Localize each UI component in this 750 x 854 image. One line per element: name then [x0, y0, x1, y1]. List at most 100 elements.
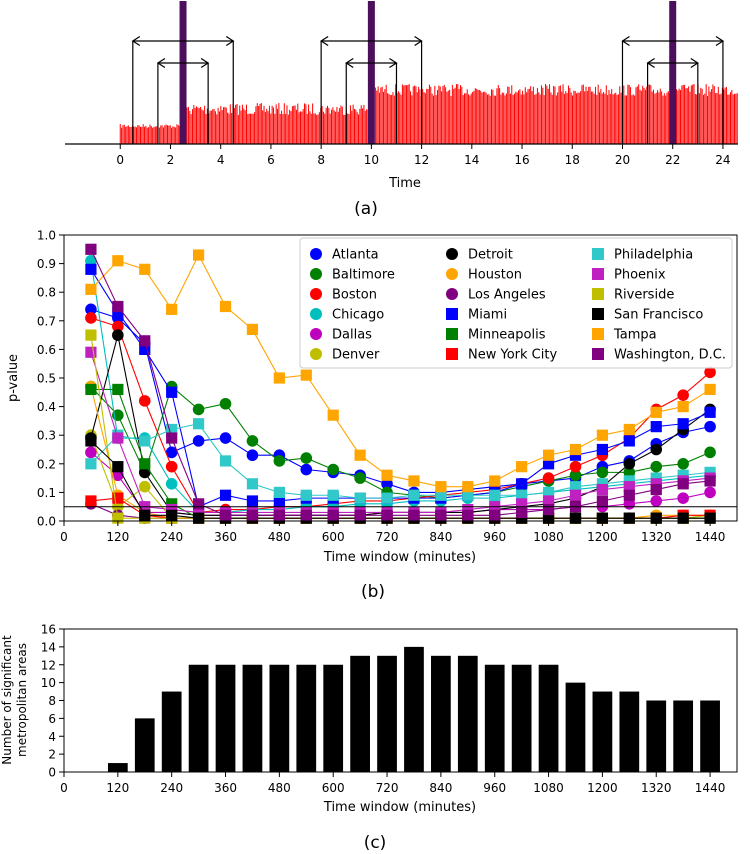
data-point: [246, 449, 259, 462]
data-point: [542, 503, 555, 516]
bar-900: [457, 655, 478, 772]
window-outer-2: [621, 35, 725, 144]
legend-label: Los Angeles: [468, 288, 546, 303]
data-point: [542, 495, 555, 507]
bar-ytick-label-10: 10: [41, 676, 56, 690]
series-line: [90, 388, 711, 519]
data-point: [112, 320, 124, 333]
bar-ytick-label-8: 8: [48, 694, 56, 708]
data-point: [112, 461, 124, 473]
data-point: [489, 509, 501, 521]
data-point: [273, 486, 285, 498]
data-point: [246, 435, 259, 447]
legend-label: Tampa: [613, 328, 657, 343]
data-point: [677, 478, 689, 490]
pvalue-xtick-label-960: 960: [483, 530, 506, 544]
data-point: [650, 421, 662, 433]
data-point: [166, 303, 178, 315]
pvalue-xtick-label-0: 0: [60, 530, 68, 544]
bar-xlabel: Time window (minutes): [323, 800, 476, 815]
pvalue-ytick-label-6: 0.6: [37, 343, 56, 357]
timeline-tick-label-12: 12: [414, 153, 429, 167]
data-point: [273, 495, 285, 507]
data-point: [650, 406, 662, 418]
legend-label: Dallas: [332, 328, 372, 343]
data-point: [704, 383, 716, 396]
time-windows: [131, 35, 725, 144]
data-point: [623, 423, 635, 436]
bar-480: [269, 664, 290, 772]
data-point: [623, 475, 635, 487]
pvalue-ytick-label-7: 0.7: [37, 314, 56, 328]
legend-marker: [310, 328, 322, 340]
data-point: [542, 512, 555, 524]
data-point: [246, 478, 259, 490]
data-point: [596, 443, 608, 456]
bar-1200: [592, 691, 613, 772]
data-point: [246, 495, 259, 507]
pvalue-ytick-label-5: 0.5: [37, 372, 56, 386]
data-point: [193, 506, 205, 519]
data-point: [677, 389, 689, 401]
window-outer-right-arrow: [414, 35, 423, 47]
data-point: [596, 429, 608, 441]
timeline-tick-label-20: 20: [615, 153, 630, 167]
legend-entry-miami: Miami: [446, 308, 507, 323]
bar-xtick-label-1320: 1320: [641, 781, 672, 795]
data-point: [112, 255, 124, 267]
data-point: [246, 323, 259, 335]
data-point: [677, 401, 689, 413]
series-philadelphia: [85, 418, 716, 504]
window-inner-2: [646, 57, 699, 144]
window-outer-left-arrow: [131, 35, 141, 47]
pvalue-xtick-label-240: 240: [160, 530, 183, 544]
window-inner-left-arrow: [646, 57, 655, 69]
legend-label: Riverside: [614, 288, 674, 303]
pvalue-ytick-label-0: 0.0: [37, 515, 56, 529]
legend-marker: [592, 268, 604, 280]
caption-b: (b): [361, 582, 385, 602]
data-point: [138, 480, 151, 493]
timeline-tick-label-6: 6: [267, 153, 275, 167]
data-point: [219, 432, 232, 444]
bar-ytick-label-16: 16: [41, 623, 56, 637]
data-point: [596, 495, 608, 507]
data-point: [354, 492, 366, 504]
legend-marker: [310, 348, 322, 360]
data-point: [596, 483, 608, 496]
timeline-tick-label-24: 24: [715, 153, 730, 167]
data-point: [327, 489, 339, 501]
data-point: [273, 509, 285, 521]
data-point: [112, 512, 124, 524]
data-point: [542, 486, 555, 498]
bar-xticks: 0 120 240 360 480 600 720 840 960 1080 1200 1320 144…: [60, 772, 725, 795]
data-point: [704, 512, 716, 524]
window-inner-0: [156, 57, 210, 144]
data-point: [219, 300, 232, 313]
data-point: [166, 386, 178, 398]
window-inner-left-arrow: [156, 57, 166, 69]
window-inner-1: [345, 57, 398, 144]
data-point: [408, 489, 420, 501]
legend-label: Detroit: [468, 248, 513, 263]
window-outer-left-arrow: [320, 35, 329, 47]
data-point: [542, 449, 555, 461]
legend-marker: [310, 288, 322, 300]
data-point: [704, 366, 716, 379]
legend-entry-denver: Denver: [310, 348, 380, 363]
legend-entry-san-francisco: San Francisco: [592, 308, 703, 323]
data-point: [166, 423, 178, 436]
legend-label: Baltimore: [332, 268, 395, 283]
window-outer-1: [320, 35, 423, 144]
window-outer-0: [131, 35, 235, 144]
data-point: [85, 446, 97, 459]
data-point: [85, 435, 97, 447]
pvalue-ytick-label-1: 0.1: [37, 486, 56, 500]
data-point: [704, 466, 716, 478]
bar-1080: [538, 664, 559, 772]
legend-marker: [310, 248, 322, 260]
data-point: [85, 383, 97, 396]
pvalue-xlabel: Time window (minutes): [323, 550, 476, 565]
bar-ytick-label-14: 14: [41, 640, 56, 654]
bar-1380: [673, 700, 694, 772]
